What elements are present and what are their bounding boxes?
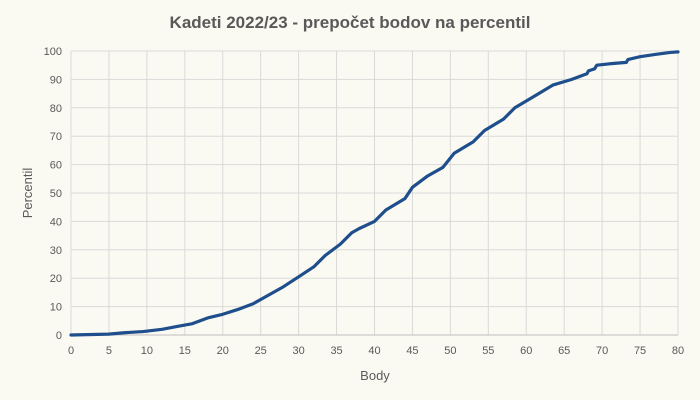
series-line-0 <box>69 50 680 337</box>
x-axis-title: Body <box>360 368 390 383</box>
y-tick-label: 20 <box>50 273 62 285</box>
x-tick-label: 65 <box>558 345 570 357</box>
y-tick-label: 80 <box>50 103 62 115</box>
y-tick-labels: 0 10 20 30 40 50 60 70 80 90 100 <box>44 46 62 342</box>
x-tick-label: 60 <box>520 345 532 357</box>
x-tick-label: 10 <box>141 345 153 357</box>
y-tick-label: 0 <box>56 330 62 342</box>
x-tick-label: 25 <box>255 345 267 357</box>
x-tick-label: 40 <box>368 345 380 357</box>
x-tick-label: 15 <box>179 345 191 357</box>
x-tick-label: 35 <box>330 345 342 357</box>
x-tick-label: 5 <box>106 345 112 357</box>
y-tick-label: 100 <box>44 46 62 58</box>
y-tick-label: 40 <box>50 216 62 228</box>
x-tick-label: 20 <box>217 345 229 357</box>
x-tick-label: 80 <box>672 345 684 357</box>
y-tick-label: 70 <box>50 131 62 143</box>
y-tick-label: 50 <box>50 188 62 200</box>
x-tick-label: 70 <box>596 345 608 357</box>
x-tick-label: 30 <box>293 345 305 357</box>
y-tick-label: 10 <box>50 302 62 314</box>
x-tick-label: 50 <box>444 345 456 357</box>
chart-title: Kadeti 2022/23 - prepočet bodov na perce… <box>170 13 531 32</box>
gridlines <box>70 50 679 335</box>
x-tick-label: 55 <box>482 345 494 357</box>
x-tick-label: 75 <box>634 345 646 357</box>
x-tick-label: 45 <box>406 345 418 357</box>
y-tick-label: 30 <box>50 245 62 257</box>
y-axis-title: Percentil <box>20 168 35 219</box>
series-group <box>69 50 680 337</box>
y-tick-label: 60 <box>50 160 62 172</box>
y-tick-label: 90 <box>50 74 62 86</box>
x-tick-label: 0 <box>68 345 74 357</box>
x-tick-labels: 0 5 10 15 20 25 30 35 40 45 50 55 60 65 70 75 80 <box>68 345 684 357</box>
